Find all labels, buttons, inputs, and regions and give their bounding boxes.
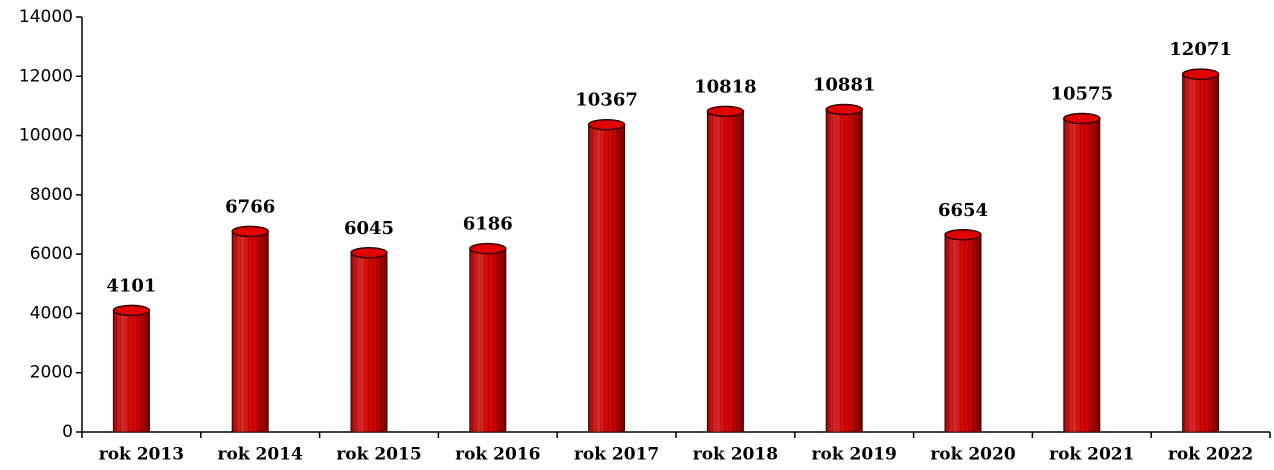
y-tick-label: 0 — [62, 422, 73, 442]
value-label: 10881 — [813, 74, 876, 95]
x-tick-label: rok 2018 — [693, 445, 778, 465]
x-tick-label: rok 2017 — [574, 445, 659, 465]
x-tick-label: rok 2013 — [99, 445, 184, 465]
bar-top — [587, 118, 626, 131]
x-tick-label: rok 2015 — [336, 445, 421, 465]
x-tick-label: rok 2021 — [1049, 445, 1134, 465]
bar-stripes — [351, 252, 387, 432]
y-tick-label: 10000 — [19, 126, 73, 146]
bar-top — [1181, 68, 1220, 80]
bar-stripes — [826, 109, 863, 433]
bar-stripes — [113, 310, 150, 432]
bar-top — [469, 242, 507, 255]
value-label: 6045 — [344, 218, 394, 239]
value-label: 6766 — [225, 196, 275, 217]
x-tick-label: rok 2016 — [455, 445, 540, 465]
value-label: 10367 — [575, 90, 638, 111]
value-label: 10575 — [1050, 84, 1113, 105]
bar-stripes — [1182, 74, 1219, 433]
value-label: 6654 — [938, 200, 988, 221]
y-tick-label: 4000 — [30, 303, 73, 323]
bar-stripes — [1063, 118, 1100, 432]
bar-top — [231, 225, 269, 238]
bar-top — [1063, 112, 1101, 125]
value-label: 12071 — [1169, 39, 1232, 60]
value-label: 10818 — [694, 76, 757, 97]
bar-top — [944, 229, 982, 241]
x-tick-label: rok 2022 — [1168, 445, 1253, 465]
value-label: 4101 — [106, 275, 156, 296]
bar-top — [112, 304, 151, 317]
y-tick-label: 14000 — [19, 7, 73, 27]
x-tick-label: rok 2020 — [930, 445, 1015, 465]
value-label: 6186 — [463, 214, 513, 235]
bar-top — [825, 103, 863, 116]
y-tick-label: 6000 — [30, 244, 73, 264]
x-tick-label: rok 2014 — [218, 445, 303, 465]
bar-stripes — [707, 111, 744, 432]
bar-stripes — [945, 234, 981, 432]
bar-stripes — [232, 231, 269, 432]
y-tick-label: 8000 — [30, 185, 73, 205]
bar-top — [350, 247, 388, 259]
y-tick-label: 12000 — [19, 66, 73, 86]
bar-stripes — [588, 124, 625, 432]
y-tick-label: 2000 — [30, 363, 73, 383]
x-tick-label: rok 2019 — [812, 445, 897, 465]
bar-top — [706, 105, 745, 118]
bar-stripes — [469, 248, 506, 432]
